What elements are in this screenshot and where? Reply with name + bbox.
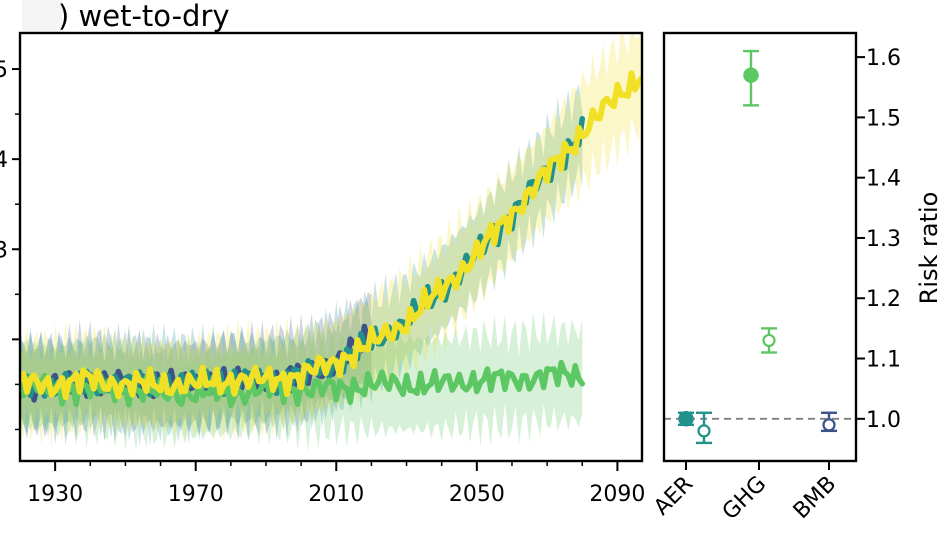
y-tick-label-partial: 3 xyxy=(0,238,8,263)
risk-ratio-y-tick-label: 1.6 xyxy=(866,46,901,71)
panel-title: ) wet-to-dry xyxy=(58,0,230,33)
spread-band-2 xyxy=(20,84,583,447)
x-tick-label: 1970 xyxy=(168,482,224,507)
timeseries-axes-frame xyxy=(18,31,644,463)
series-line-3 xyxy=(20,70,642,401)
risk-ratio-y-tick-label: 1.0 xyxy=(866,408,901,433)
risk-ratio-y-tick-label: 1.5 xyxy=(866,106,901,131)
risk-ratio-point-open xyxy=(697,424,711,438)
risk-ratio-point-open xyxy=(822,418,836,432)
risk-ratio-y-tick-label: 1.2 xyxy=(866,287,901,312)
cropped-panel-letter xyxy=(22,0,62,32)
y-tick-label-partial: 4 xyxy=(0,148,8,173)
risk-ratio-point-open xyxy=(762,333,776,348)
x-tick-label: 2050 xyxy=(449,482,505,507)
risk-ratio-point-filled xyxy=(743,67,759,83)
y-tick-label-partial: 5 xyxy=(0,58,8,83)
risk-ratio-plot-area xyxy=(664,49,856,445)
risk-ratio-axis-label: Risk ratio xyxy=(915,192,940,305)
x-tick-label: 2010 xyxy=(308,482,364,507)
timeseries-plot-area xyxy=(20,33,642,452)
risk-ratio-y-tick-label: 1.3 xyxy=(866,227,901,252)
risk-ratio-point-filled xyxy=(678,411,694,427)
risk-ratio-y-tick-label: 1.1 xyxy=(866,348,901,373)
x-tick-label: 1930 xyxy=(27,482,83,507)
risk-ratio-y-tick-label: 1.4 xyxy=(866,167,901,192)
spread-band-1 xyxy=(20,292,372,446)
x-tick-label: 2090 xyxy=(589,482,645,507)
timeseries-axes: 1930 1970 2010 2050 2090 5 4 3 xyxy=(0,58,645,507)
